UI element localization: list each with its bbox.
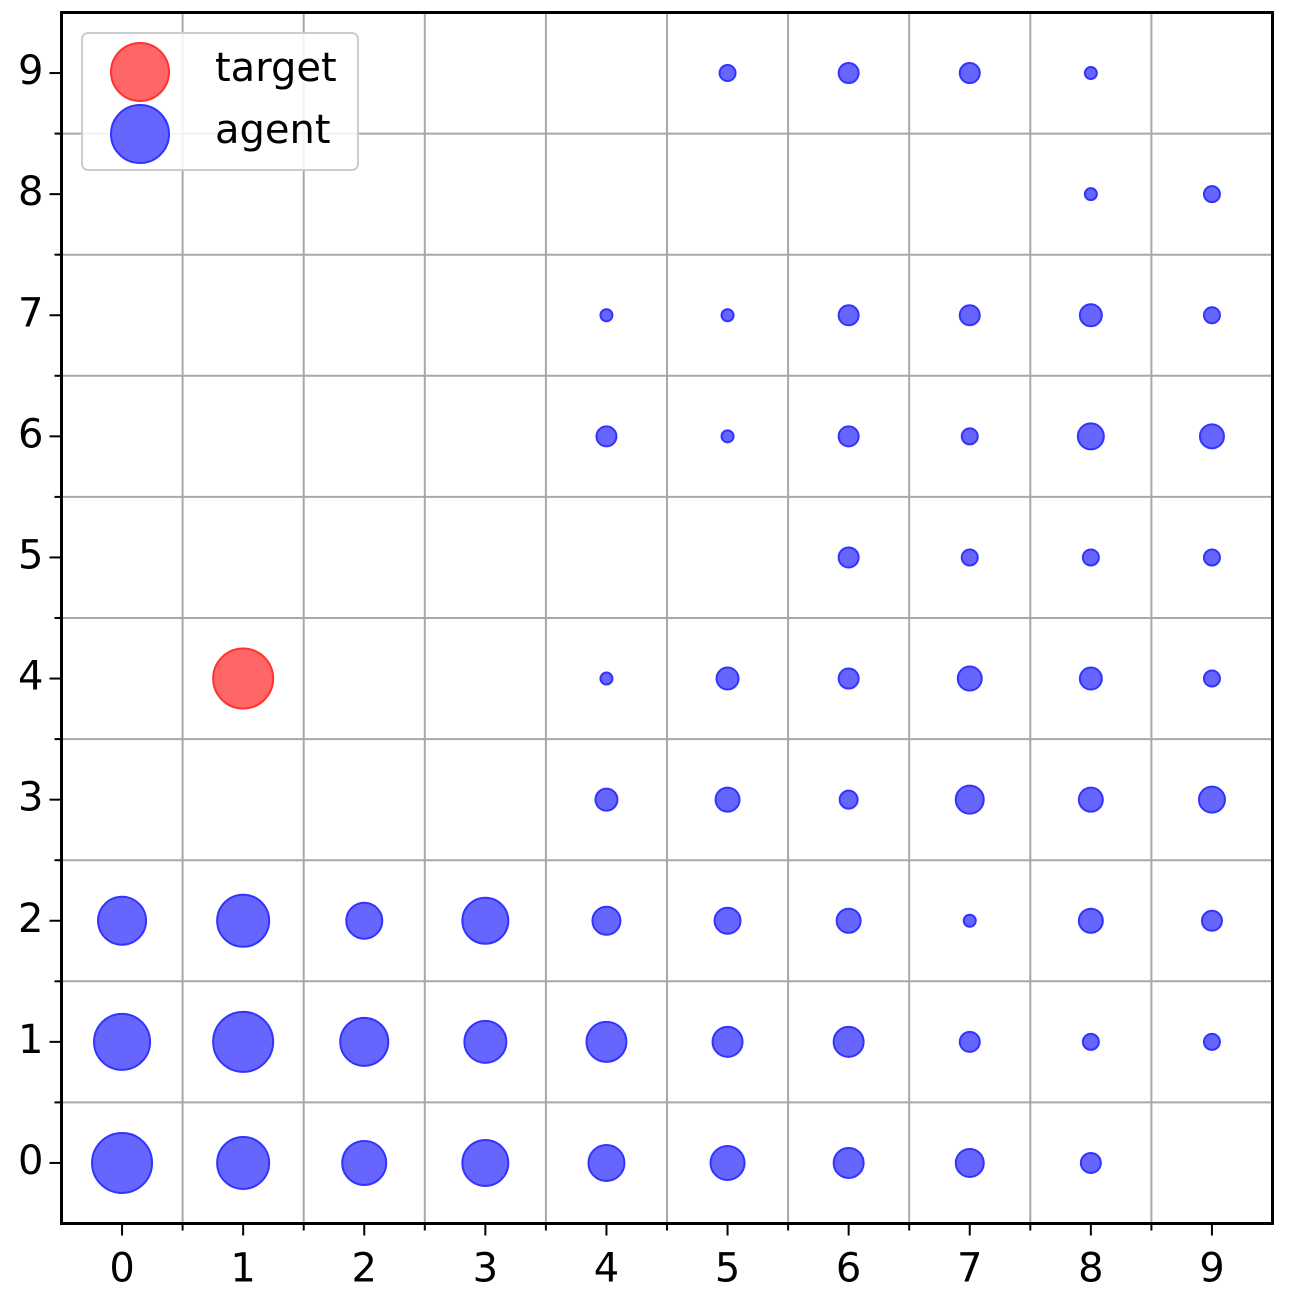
data-point: [1200, 909, 1223, 932]
data-point: [599, 308, 614, 323]
x-tick-label: 6: [836, 1246, 861, 1292]
data-point: [97, 895, 148, 946]
data-point: [954, 784, 985, 815]
data-point: [212, 1010, 275, 1073]
data-point: [1202, 185, 1221, 204]
data-point: [954, 1147, 985, 1178]
data-point: [341, 1139, 388, 1186]
data-point: [1202, 306, 1221, 325]
x-tick-label: 1: [230, 1246, 255, 1292]
data-point: [91, 1131, 154, 1194]
x-tick-label: 0: [109, 1246, 134, 1292]
data-point: [1081, 548, 1100, 567]
data-point: [835, 907, 862, 934]
data-point: [720, 308, 735, 323]
legend: target agent: [81, 32, 359, 171]
y-tick-label: 7: [18, 290, 43, 336]
data-point: [591, 905, 622, 936]
y-tick-label: 1: [18, 1017, 43, 1063]
data-point: [962, 913, 977, 928]
data-point: [958, 304, 981, 327]
data-point: [720, 429, 735, 444]
data-point: [585, 1020, 628, 1063]
data-point: [1083, 187, 1098, 202]
data-point: [594, 787, 619, 812]
data-point: [1077, 907, 1104, 934]
x-tick-label: 7: [957, 1246, 982, 1292]
data-point: [595, 425, 618, 448]
data-point: [714, 786, 741, 813]
data-point: [837, 667, 860, 690]
data-point: [711, 1025, 744, 1058]
data-point: [339, 1016, 390, 1067]
data-point: [216, 1135, 271, 1190]
data-point: [345, 901, 384, 940]
legend-label: agent: [215, 107, 331, 153]
x-tick-label: 4: [594, 1246, 619, 1292]
y-tick-label: 9: [18, 48, 43, 94]
data-point: [958, 1030, 981, 1053]
data-point: [461, 896, 510, 945]
legend-label: target: [215, 45, 337, 91]
data-point: [837, 62, 860, 85]
data-point: [960, 548, 979, 567]
data-point: [461, 1138, 510, 1187]
legend-marker: [110, 104, 170, 164]
x-tick-label: 9: [1199, 1246, 1224, 1292]
data-point: [1077, 786, 1104, 813]
y-tick-label: 0: [18, 1138, 43, 1184]
data-point: [837, 304, 860, 327]
y-tick-label: 4: [18, 654, 43, 700]
data-point: [718, 64, 737, 83]
data-point: [1202, 548, 1221, 567]
y-tick-label: 5: [18, 532, 43, 578]
data-point: [1081, 1032, 1100, 1051]
data-point: [216, 893, 271, 948]
y-tick-label: 6: [18, 411, 43, 457]
data-point: [960, 427, 979, 446]
data-point: [587, 1143, 626, 1182]
plot-frame: [60, 11, 1274, 1225]
x-tick-label: 5: [715, 1246, 740, 1292]
data-point: [958, 62, 981, 85]
y-tick-label: 3: [18, 775, 43, 821]
data-point: [93, 1012, 152, 1071]
y-tick-label: 2: [18, 896, 43, 942]
data-point: [837, 546, 860, 569]
x-tick-label: 2: [352, 1246, 377, 1292]
data-point: [463, 1019, 508, 1064]
data-point: [715, 666, 740, 691]
data-point: [1083, 66, 1098, 81]
data-point: [1078, 303, 1103, 328]
data-point: [1202, 1032, 1221, 1051]
x-tick-label: 8: [1078, 1246, 1103, 1292]
data-point: [956, 665, 983, 692]
data-point: [212, 647, 275, 710]
data-point: [832, 1025, 865, 1058]
data-point: [1079, 1151, 1102, 1174]
data-point: [1198, 423, 1225, 450]
data-point: [1076, 422, 1105, 451]
data-point: [838, 789, 859, 810]
data-point: [713, 906, 742, 935]
data-point: [1202, 669, 1221, 688]
legend-marker: [110, 42, 170, 102]
y-tick-label: 8: [18, 169, 43, 215]
data-point: [709, 1144, 746, 1181]
x-tick-label: 3: [473, 1246, 498, 1292]
data-point: [832, 1146, 865, 1179]
data-point: [599, 671, 614, 686]
data-point: [1197, 785, 1226, 814]
data-point: [1078, 666, 1103, 691]
data-point: [837, 425, 860, 448]
